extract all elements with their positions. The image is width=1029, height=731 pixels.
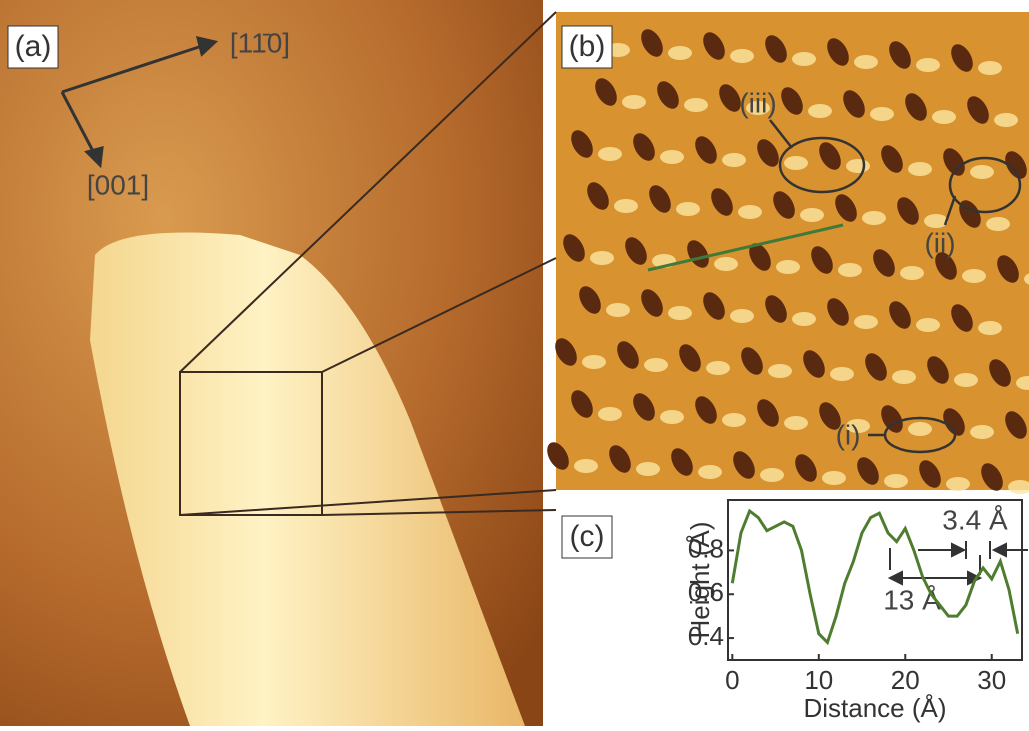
stm-bright-spot	[760, 468, 784, 482]
stm-bright-spot	[644, 358, 668, 372]
panel-label: (a)	[15, 30, 52, 63]
site-label: (i)	[836, 419, 861, 450]
stm-bright-spot	[668, 306, 692, 320]
stm-bright-spot	[768, 364, 792, 378]
x-tick-label: 30	[977, 665, 1006, 695]
y-tick-label: 0.8	[688, 533, 724, 563]
site-label: (ii)	[924, 227, 955, 258]
stm-bright-spot	[908, 422, 932, 436]
stm-bright-spot	[892, 370, 916, 384]
stm-bright-spot	[924, 214, 948, 228]
stm-bright-spot	[800, 208, 824, 222]
stm-bright-spot	[830, 367, 854, 381]
stm-bright-spot	[684, 98, 708, 112]
y-tick-label: 0.6	[688, 577, 724, 607]
x-tick-label: 0	[725, 665, 739, 695]
stm-bright-spot	[698, 465, 722, 479]
stm-bright-spot	[714, 257, 738, 271]
stm-bright-spot	[978, 321, 1002, 335]
y-tick-label: 0.4	[688, 621, 724, 651]
stm-bright-spot	[622, 95, 646, 109]
stm-bright-spot	[784, 416, 808, 430]
stm-bright-spot	[946, 477, 970, 491]
site-label: (iii)	[739, 87, 776, 118]
direction-label: [001]	[87, 169, 149, 200]
x-tick-label: 10	[804, 665, 833, 695]
stm-bright-spot	[838, 263, 862, 277]
stm-bright-spot	[784, 156, 808, 170]
stm-bright-spot	[986, 217, 1010, 231]
stm-bright-spot	[614, 199, 638, 213]
annotation: 13 Å	[883, 584, 941, 615]
stm-bright-spot	[722, 413, 746, 427]
stm-bright-spot	[954, 373, 978, 387]
stm-bright-spot	[916, 318, 940, 332]
stm-bright-spot	[854, 315, 878, 329]
x-tick-label: 20	[891, 665, 920, 695]
stm-bright-spot	[776, 260, 800, 274]
stm-bright-spot	[932, 110, 956, 124]
stm-bright-spot	[854, 55, 878, 69]
stm-bright-spot	[792, 52, 816, 66]
annotation: 3.4 Å	[942, 504, 1008, 535]
x-axis-label: Distance (Å)	[803, 693, 946, 723]
annotation-arrows	[890, 541, 1028, 584]
stm-bright-spot	[730, 309, 754, 323]
direction-label: [11̄0]	[230, 27, 290, 58]
stm-bright-spot	[822, 471, 846, 485]
stm-bright-spot	[862, 211, 886, 225]
stm-bright-spot	[808, 104, 832, 118]
panel-label: (c)	[570, 520, 605, 553]
stm-bright-spot	[792, 312, 816, 326]
stm-bright-spot	[994, 113, 1018, 127]
stm-bright-spot	[590, 251, 614, 265]
stm-bright-spot	[884, 474, 908, 488]
panel-label: (b)	[569, 30, 606, 63]
stm-bright-spot	[606, 303, 630, 317]
stm-bright-spot	[706, 361, 730, 375]
stm-bright-spot	[970, 165, 994, 179]
figure: (iii) (ii) (i) [11̄0] [001] (a) (b) (c) …	[0, 0, 1029, 726]
stm-bright-spot	[598, 407, 622, 421]
stm-bright-spot	[730, 49, 754, 63]
stm-bright-spot	[908, 162, 932, 176]
stm-bright-spot	[916, 58, 940, 72]
stm-bright-spot	[676, 202, 700, 216]
stm-bright-spot	[574, 459, 598, 473]
stm-bright-spot	[660, 410, 684, 424]
stm-bright-spot	[738, 205, 762, 219]
stm-bright-spot	[660, 150, 684, 164]
stm-bright-spot	[978, 61, 1002, 75]
stm-bright-spot	[722, 153, 746, 167]
stm-bright-spot	[846, 159, 870, 173]
stm-bright-spot	[970, 425, 994, 439]
stm-bright-spot	[582, 355, 606, 369]
stm-bright-spot	[870, 107, 894, 121]
stm-bright-spot	[598, 147, 622, 161]
stm-bright-spot	[962, 269, 986, 283]
stm-bright-spot	[668, 46, 692, 60]
stm-bright-spot	[636, 462, 660, 476]
stm-bright-spot	[900, 266, 924, 280]
